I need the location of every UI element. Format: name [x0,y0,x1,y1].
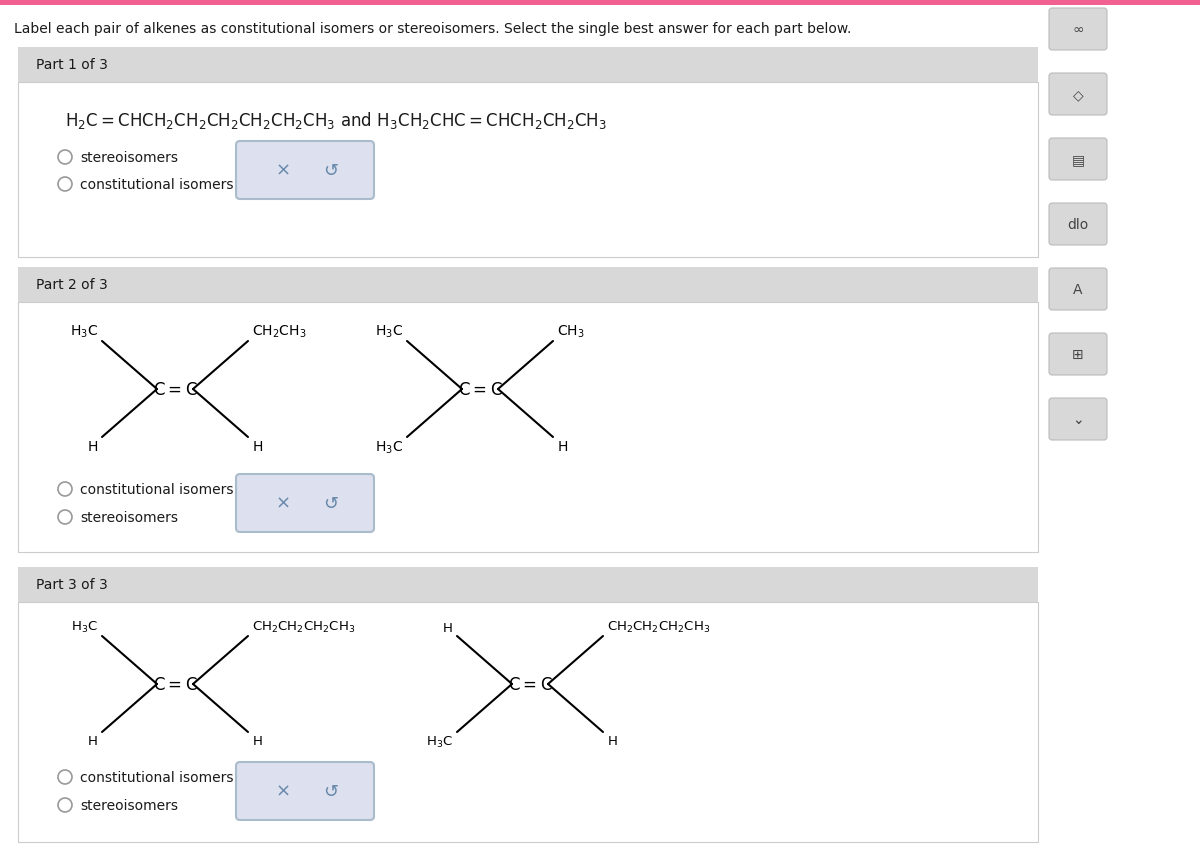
FancyBboxPatch shape [236,141,374,199]
Text: constitutional isomers: constitutional isomers [80,178,234,192]
Text: constitutional isomers: constitutional isomers [80,770,234,784]
Text: stereoisomers: stereoisomers [80,798,178,812]
Text: ×: × [275,782,290,800]
Text: ↺: ↺ [324,162,338,180]
Text: $\mathsf{CH_3}$: $\mathsf{CH_3}$ [557,323,584,340]
Text: ▤: ▤ [1072,153,1085,167]
Text: $\mathsf{CH_2CH_2CH_2CH_3}$: $\mathsf{CH_2CH_2CH_2CH_3}$ [607,619,710,634]
Text: ◇: ◇ [1073,88,1084,102]
Bar [18,83,1038,257]
Text: constitutional isomers: constitutional isomers [80,482,234,497]
Text: ∞: ∞ [1073,23,1084,37]
Text: A: A [1073,283,1082,296]
Text: $\mathsf{H_3C}$: $\mathsf{H_3C}$ [70,323,98,340]
Text: Part 1 of 3: Part 1 of 3 [36,58,108,72]
Text: ⊞: ⊞ [1072,348,1084,361]
Text: $\mathsf{C{=}C}$: $\mathsf{C{=}C}$ [508,675,552,694]
Text: ↺: ↺ [324,782,338,800]
Text: $\mathsf{C{=}C}$: $\mathsf{C{=}C}$ [152,381,197,399]
Text: $\mathsf{H_3C}$: $\mathsf{H_3C}$ [374,323,403,340]
Text: $\mathsf{H}$: $\mathsf{H}$ [86,440,98,453]
Text: $\mathsf{H}$: $\mathsf{H}$ [252,734,263,747]
Text: $\mathsf{C{=}C}$: $\mathsf{C{=}C}$ [152,675,197,694]
FancyBboxPatch shape [236,475,374,532]
Text: $\mathsf{H}$: $\mathsf{H}$ [88,734,98,747]
Text: $\mathsf{H_2C=CHCH_2CH_2CH_2CH_2CH_2CH_3}$$\mathsf{\,\,and\,\,}$$\mathsf{H_3CH_2: $\mathsf{H_2C=CHCH_2CH_2CH_2CH_2CH_2CH_3… [65,109,607,130]
Text: $\mathsf{H}$: $\mathsf{H}$ [607,734,618,747]
Text: $\mathsf{CH_2CH_2CH_2CH_3}$: $\mathsf{CH_2CH_2CH_2CH_3}$ [252,619,355,634]
Bar [18,302,1038,552]
FancyBboxPatch shape [1049,399,1108,440]
FancyBboxPatch shape [1049,334,1108,376]
Bar [0,0,1200,6]
Text: $\mathsf{H}$: $\mathsf{H}$ [443,621,454,634]
FancyBboxPatch shape [1049,74,1108,116]
Text: $\mathsf{C{=}C}$: $\mathsf{C{=}C}$ [457,381,503,399]
Text: ⌄: ⌄ [1072,412,1084,427]
Bar [18,48,1038,83]
FancyBboxPatch shape [1049,139,1108,181]
Text: stereoisomers: stereoisomers [80,510,178,524]
Text: stereoisomers: stereoisomers [80,151,178,164]
FancyBboxPatch shape [1049,9,1108,51]
Text: $\mathsf{H}$: $\mathsf{H}$ [557,440,568,453]
Text: $\mathsf{H_3C}$: $\mathsf{H_3C}$ [71,619,98,634]
Bar [18,268,1038,302]
Text: ×: × [275,494,290,512]
Text: dlo: dlo [1067,218,1088,232]
Bar [18,567,1038,602]
Text: $\mathsf{CH_2CH_3}$: $\mathsf{CH_2CH_3}$ [252,323,306,340]
Text: Part 2 of 3: Part 2 of 3 [36,278,108,291]
Text: $\mathsf{H_3C}$: $\mathsf{H_3C}$ [374,440,403,456]
Text: $\mathsf{H_3C}$: $\mathsf{H_3C}$ [426,734,454,749]
FancyBboxPatch shape [236,762,374,820]
FancyBboxPatch shape [1049,268,1108,311]
Text: $\mathsf{H}$: $\mathsf{H}$ [252,440,263,453]
Text: Part 3 of 3: Part 3 of 3 [36,578,108,591]
Text: Label each pair of alkenes as constitutional isomers or stereoisomers. Select th: Label each pair of alkenes as constituti… [14,22,851,36]
Text: ×: × [275,162,290,180]
FancyBboxPatch shape [1049,204,1108,245]
Text: ↺: ↺ [324,494,338,512]
Bar [18,602,1038,842]
